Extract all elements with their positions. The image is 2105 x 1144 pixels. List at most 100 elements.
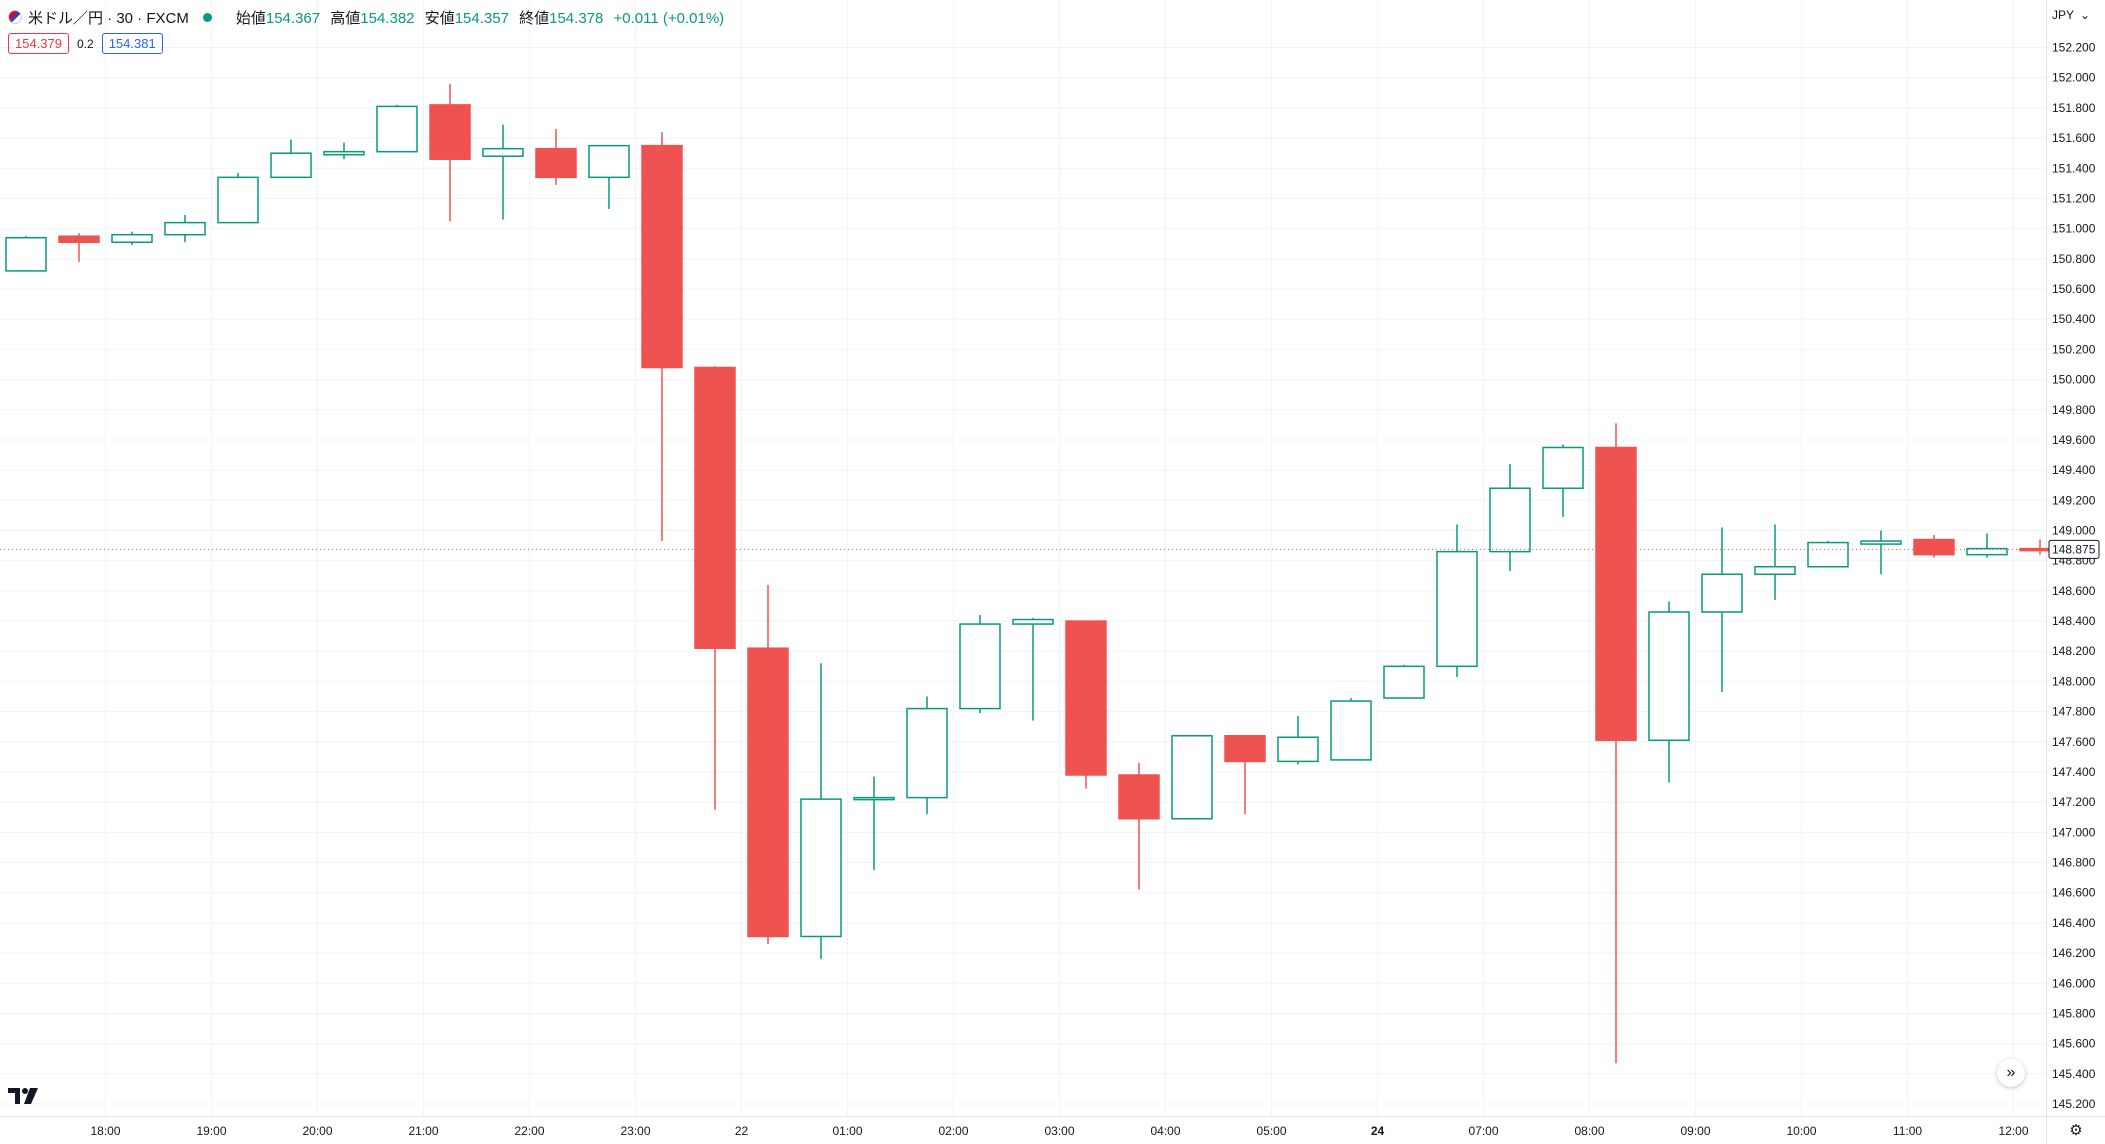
x-tick-label: 05:00 xyxy=(1256,1124,1286,1138)
y-tick-label: 149.000 xyxy=(2052,523,2096,537)
candle-body-up[interactable] xyxy=(959,623,1001,710)
candle-body-up[interactable] xyxy=(111,233,153,243)
candle-body-up[interactable] xyxy=(1436,550,1478,668)
open-value: 154.367 xyxy=(265,9,321,27)
chevron-down-icon: ⌄ xyxy=(2079,8,2091,22)
candle-body-down[interactable] xyxy=(641,144,683,369)
candle-body-up[interactable] xyxy=(800,798,842,938)
x-tick-label: 22 xyxy=(735,1124,749,1138)
candle-body-up[interactable] xyxy=(323,150,365,156)
x-tick-label: 10:00 xyxy=(1786,1124,1816,1138)
y-tick-label: 146.000 xyxy=(2052,976,2096,990)
y-tick-label: 149.200 xyxy=(2052,493,2096,507)
candle-body-up[interactable] xyxy=(1648,611,1690,742)
candle-body-up[interactable] xyxy=(1330,700,1372,761)
low-label: 安値 xyxy=(424,9,455,27)
x-tick-label: 23:00 xyxy=(620,1124,650,1138)
candle-body-up[interactable] xyxy=(5,236,47,272)
candle-body-up[interactable] xyxy=(1489,487,1531,553)
candle-body-up[interactable] xyxy=(1277,736,1319,763)
y-tick-label: 145.600 xyxy=(2052,1037,2096,1051)
y-tick-label: 149.800 xyxy=(2052,403,2096,417)
y-tick-label: 147.800 xyxy=(2052,705,2096,719)
x-tick-label: 02:00 xyxy=(938,1124,968,1138)
y-tick-label: 147.000 xyxy=(2052,825,2096,839)
x-tick-label: 24 xyxy=(1371,1124,1385,1138)
high-value: 154.382 xyxy=(360,9,415,27)
candle-body-up[interactable] xyxy=(164,221,206,236)
close-label: 終値 xyxy=(519,9,550,27)
x-tick-label: 11:00 xyxy=(1893,1124,1922,1138)
candle-body-down[interactable] xyxy=(1118,774,1160,820)
candle-body-up[interactable] xyxy=(270,152,312,179)
y-tick-label: 147.600 xyxy=(2052,735,2096,749)
currency-label: JPY xyxy=(2051,8,2074,22)
candle-body-down[interactable] xyxy=(694,366,736,649)
candle-body-down[interactable] xyxy=(1595,446,1637,742)
y-tick-label: 145.400 xyxy=(2052,1067,2096,1081)
low-value: 154.357 xyxy=(454,9,509,27)
candle-body-down[interactable] xyxy=(429,104,471,160)
x-tick-label: 12:00 xyxy=(1998,1124,2028,1138)
settings-button[interactable]: ⚙ xyxy=(2064,1118,2088,1142)
candle-body-up[interactable] xyxy=(1171,735,1213,820)
candle-body-up[interactable] xyxy=(482,147,524,157)
y-tick-label: 150.600 xyxy=(2052,282,2096,296)
x-tick-label: 20:00 xyxy=(302,1124,332,1138)
y-tick-label: 150.200 xyxy=(2052,342,2096,356)
y-tick-label: 149.600 xyxy=(2052,433,2096,447)
y-tick-label: 151.800 xyxy=(2052,101,2096,115)
currency-button[interactable]: JPY ⌄ xyxy=(2046,4,2096,26)
tradingview-logo-icon[interactable] xyxy=(8,1086,42,1106)
candle-body-down[interactable] xyxy=(747,647,789,938)
x-tick-label: 07:00 xyxy=(1468,1124,1498,1138)
last-price-label-box xyxy=(2048,539,2100,559)
y-tick-label: 151.000 xyxy=(2052,222,2096,236)
candle-body-up[interactable] xyxy=(1012,618,1054,625)
candle-body-up[interactable] xyxy=(217,176,259,224)
chevrons-right-icon: » xyxy=(2006,1064,2016,1081)
candle-body-down[interactable] xyxy=(1065,620,1107,776)
candle-body-up[interactable] xyxy=(1701,573,1743,613)
live-dot-icon xyxy=(202,12,212,22)
x-tick-label: 04:00 xyxy=(1150,1124,1180,1138)
y-tick-label: 150.400 xyxy=(2052,312,2096,326)
y-tick-label: 146.200 xyxy=(2052,946,2096,960)
candle-body-down[interactable] xyxy=(1224,735,1266,763)
y-tick-label: 147.200 xyxy=(2052,795,2096,809)
last-price-label: 148.875 xyxy=(2052,542,2096,556)
y-tick-label: 147.400 xyxy=(2052,765,2096,779)
candle-body-up[interactable] xyxy=(1860,540,1902,545)
candle-body-up[interactable] xyxy=(588,144,630,179)
candle-body-up[interactable] xyxy=(906,707,948,799)
candle-body-up[interactable] xyxy=(376,105,418,153)
change-value: +0.011 (+0.01%) xyxy=(613,9,725,27)
spread-value: 0.2 xyxy=(77,36,94,51)
y-tick-label: 149.400 xyxy=(2052,463,2096,477)
open-label: 始値 xyxy=(235,9,266,27)
scroll-to-realtime-button[interactable]: » xyxy=(1997,1059,2025,1087)
candle-body-down[interactable] xyxy=(1913,538,1955,556)
y-tick-label: 146.800 xyxy=(2052,856,2096,870)
y-tick-label: 150.000 xyxy=(2052,373,2096,387)
y-tick-label: 152.200 xyxy=(2052,41,2096,55)
candle-body-up[interactable] xyxy=(1542,446,1584,489)
x-tick-label: 09:00 xyxy=(1680,1124,1710,1138)
candle-body-up[interactable] xyxy=(1754,565,1796,576)
candle-body-up[interactable] xyxy=(1383,665,1425,699)
x-tick-label: 21:00 xyxy=(408,1124,438,1138)
candle-body-up[interactable] xyxy=(1966,547,2008,556)
candle-body-up[interactable] xyxy=(853,796,895,801)
sell-price-button[interactable]: 154.379 xyxy=(8,33,69,54)
buy-price-button[interactable]: 154.381 xyxy=(101,33,163,54)
bid-ask-row: 154.379 0.2 154.381 xyxy=(8,33,163,54)
candle-body-down[interactable] xyxy=(58,235,100,243)
y-tick-label: 148.400 xyxy=(2052,614,2096,628)
symbol-title[interactable]: 米ドル／円 · 30 · FXCM xyxy=(28,9,189,27)
high-label: 高値 xyxy=(330,9,361,27)
candle-body-down[interactable] xyxy=(535,147,577,179)
y-tick-label: 151.200 xyxy=(2052,191,2096,205)
y-tick-label: 146.400 xyxy=(2052,916,2096,930)
candle-body-up[interactable] xyxy=(1807,541,1849,568)
